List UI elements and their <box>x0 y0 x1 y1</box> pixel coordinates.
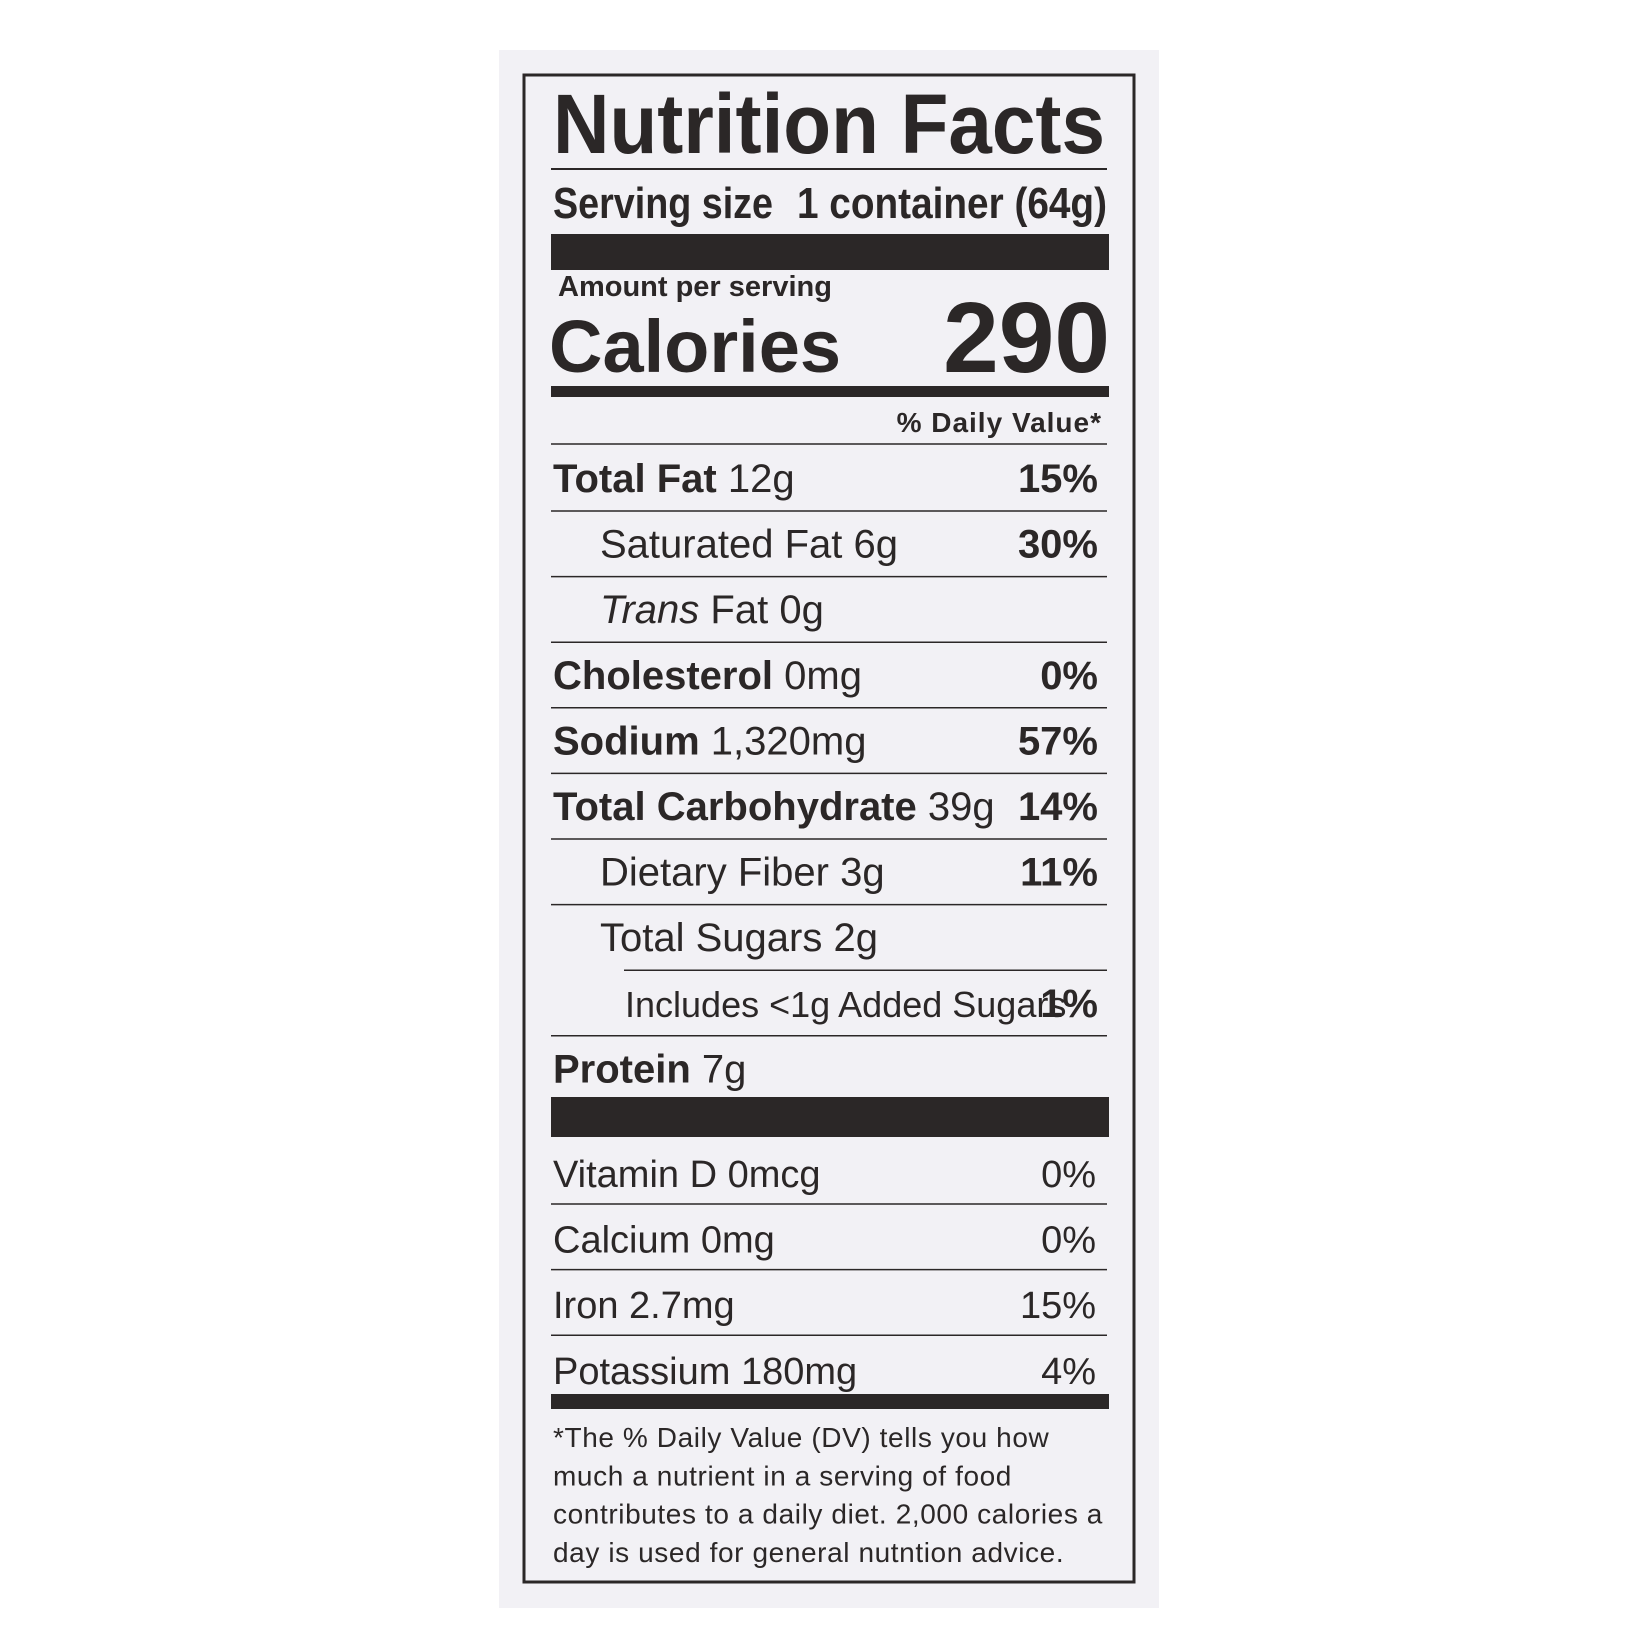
nutrient-row: Cholesterol 0mg <box>553 654 862 698</box>
footnote-line: day is used for general nutntion advice. <box>553 1537 1064 1568</box>
nutrient-amount: 1,320mg <box>711 719 867 763</box>
nutrient-row: Sodium 1,320mg <box>553 719 866 763</box>
vitamin-amount: 180mg <box>741 1351 857 1393</box>
nutrient-name: Total Fat <box>553 457 717 501</box>
nutrient-row: Total Fat 12g <box>553 457 795 501</box>
nutrient-name: Saturated Fat <box>600 523 842 567</box>
nutrient-name: Sodium <box>553 719 700 763</box>
nutrient-amount: 2g <box>833 916 878 960</box>
nutrient-dv: 0% <box>1040 654 1098 698</box>
nutrient-name: Protein <box>553 1047 691 1091</box>
nutrient-row: Total Carbohydrate 39g <box>553 785 995 829</box>
nutrient-row: Total Sugars 2g <box>600 916 878 960</box>
nutrient-amount: 0mg <box>784 654 862 698</box>
vitamin-name: Vitamin D <box>553 1154 717 1196</box>
nutrient-dv: 14% <box>1018 785 1098 829</box>
nutrient-row: Saturated Fat 6g <box>600 523 898 567</box>
nutrient-name: Total Sugars <box>600 916 822 960</box>
thick-bar <box>551 1097 1109 1137</box>
nutrient-dv: 30% <box>1018 523 1098 567</box>
daily-value-header: % Daily Value* <box>897 407 1102 438</box>
nutrient-amount: 39g <box>928 785 995 829</box>
vitamin-dv: 4% <box>1041 1351 1096 1393</box>
vitamin-dv: 15% <box>1020 1285 1096 1327</box>
footnote-line: contributes to a daily diet. 2,000 calor… <box>553 1499 1103 1530</box>
thick-bar <box>551 234 1109 270</box>
nutrient-name: Includes <1g Added Sugars <box>625 984 1066 1025</box>
nutrient-amount: 0g <box>779 588 824 632</box>
title: Nutrition Facts <box>553 77 1105 171</box>
thick-bar <box>551 386 1109 397</box>
vitamin-name: Calcium <box>553 1220 690 1262</box>
vitamin-row: Iron 2.7mg <box>553 1285 735 1327</box>
vitamin-amount: 0mcg <box>728 1154 821 1196</box>
nutrient-name: Total Carbohydrate <box>553 785 917 829</box>
nutrient-row: Protein 7g <box>553 1047 746 1091</box>
nutrient-name: Dietary Fiber <box>600 851 829 895</box>
serving-label: Serving size <box>553 179 773 228</box>
nutrient-dv: 57% <box>1018 719 1098 763</box>
vitamin-row: Vitamin D 0mcg <box>553 1154 821 1196</box>
rows: Total Fat 12g 15% Saturated Fat 6g 30% Trans… <box>551 457 1107 1568</box>
vitamin-amount: 0mg <box>701 1220 775 1262</box>
nutrient-dv: 15% <box>1018 457 1098 501</box>
vitamin-dv: 0% <box>1041 1220 1096 1262</box>
nutrient-row: Includes <1g Added Sugars <box>625 984 1066 1025</box>
package-panel <box>499 50 1159 1608</box>
vitamin-dv: 0% <box>1041 1154 1096 1196</box>
label-border <box>522 73 1136 1584</box>
footnote-line: much a nutrient in a serving of food <box>553 1460 1012 1491</box>
nutrient-amount: 6g <box>854 523 899 567</box>
nutrient-name-italic: Trans <box>600 588 699 632</box>
footnote-line: *The % Daily Value (DV) tells you how <box>553 1422 1049 1453</box>
thick-bar <box>551 1394 1109 1409</box>
calories-label: Calories <box>549 305 841 388</box>
nutrient-dv: 1% <box>1040 982 1098 1026</box>
nutrient-name: Fat <box>710 588 768 632</box>
vitamin-name: Iron <box>553 1285 618 1327</box>
nutrient-amount: 12g <box>728 457 795 501</box>
nutrient-row: Dietary Fiber 3g <box>600 851 885 895</box>
nutrient-amount: 7g <box>702 1047 747 1091</box>
nutrient-dv: 11% <box>1020 851 1098 895</box>
nutrient-name: Cholesterol <box>553 654 773 698</box>
vitamin-row: Potassium 180mg <box>553 1351 857 1393</box>
vitamin-amount: 2.7mg <box>629 1285 735 1327</box>
vitamin-name: Potassium <box>553 1351 730 1393</box>
nutrient-amount: 3g <box>840 851 885 895</box>
nutrient-row: Trans Fat 0g <box>600 588 824 632</box>
vitamin-row: Calcium 0mg <box>553 1220 775 1262</box>
serving-value: 1 container (64g) <box>797 179 1107 228</box>
calories-value: 290 <box>943 282 1110 394</box>
amount-per-serving: Amount per serving <box>558 271 832 303</box>
